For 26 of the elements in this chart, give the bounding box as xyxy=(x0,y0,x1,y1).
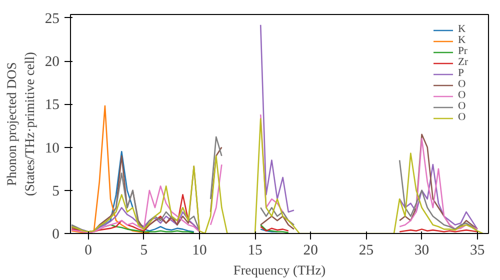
legend-label: K xyxy=(458,35,467,46)
x-tick-label: 5 xyxy=(140,242,148,258)
legend-label: O xyxy=(458,101,467,112)
x-tick-label: 15 xyxy=(248,242,262,258)
legend-label: O xyxy=(458,79,467,90)
legend-label: Pr xyxy=(458,46,468,57)
y-tick-label: 5 xyxy=(52,183,60,200)
x-tick-label: 30 xyxy=(414,242,430,258)
legend-label: K xyxy=(458,24,467,35)
y-tick-label: 25 xyxy=(44,10,60,27)
legend-label: Zr xyxy=(458,57,470,68)
y-tick-label: 10 xyxy=(44,140,60,156)
x-tick-label: 35 xyxy=(470,242,485,258)
legend-label: O xyxy=(458,112,467,123)
y-axis-title: Phonon projected DOS (States/THz·primitive cell) xyxy=(4,52,37,196)
x-tick-label: 10 xyxy=(192,242,207,258)
y-tick-label: 15 xyxy=(44,97,60,114)
legend-label: O xyxy=(458,90,467,101)
y-tick-label: 20 xyxy=(44,54,60,70)
x-tick-label: 20 xyxy=(303,242,318,258)
legend-label: P xyxy=(458,68,465,79)
y-tick-label: 0 xyxy=(52,226,60,242)
x-tick-label: 0 xyxy=(84,242,92,258)
x-tick-label: 25 xyxy=(358,242,374,258)
x-axis-title: Frequency (THz) xyxy=(233,262,326,278)
line-series xyxy=(70,105,150,234)
